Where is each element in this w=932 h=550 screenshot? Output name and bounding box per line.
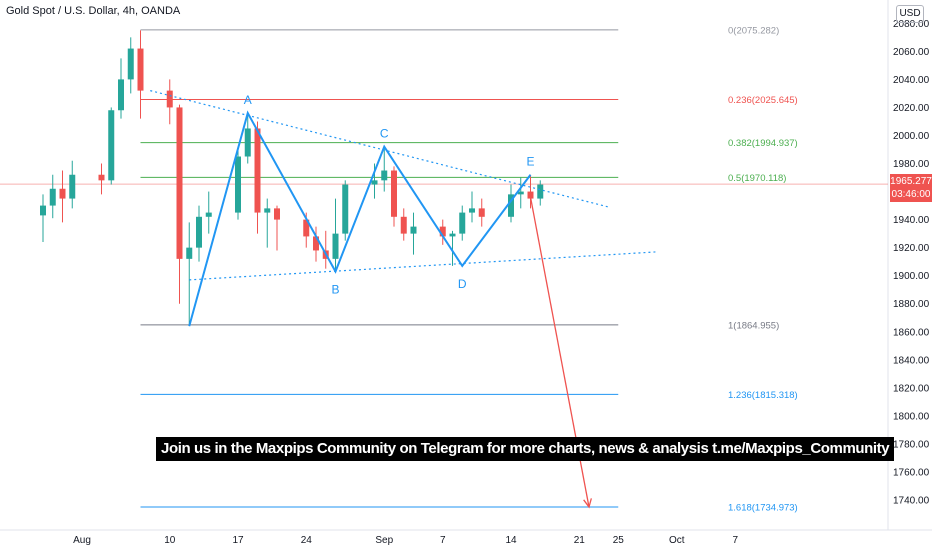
candle-body bbox=[137, 48, 144, 91]
wave-path bbox=[188, 110, 532, 327]
price-tick-label: 2020.00 bbox=[893, 103, 930, 114]
candle-body bbox=[391, 170, 397, 217]
candle-body bbox=[108, 110, 115, 181]
symbol-title: Gold Spot / U.S. Dollar, 4h, OANDA bbox=[6, 5, 181, 17]
candle-body bbox=[517, 191, 524, 195]
wave-point-label: E bbox=[526, 155, 534, 169]
fib-level-label: 1.618(1734.973) bbox=[728, 503, 798, 514]
abcde-wave-pattern[interactable]: A B C D E bbox=[188, 93, 535, 327]
candle-body bbox=[98, 174, 105, 181]
candle-body bbox=[381, 170, 388, 181]
wave-point-label: D bbox=[458, 277, 467, 291]
candle-body bbox=[186, 247, 193, 259]
price-tick-label: 2040.00 bbox=[893, 75, 930, 86]
price-tick-label: 1760.00 bbox=[893, 467, 930, 478]
price-tick-label: 1880.00 bbox=[893, 299, 930, 310]
price-axis[interactable]: 1740.00 1760.00 1780.00 1800.00 1820.00 1840.… bbox=[887, 0, 930, 530]
candle-body bbox=[508, 194, 514, 217]
candle-body bbox=[118, 79, 124, 111]
price-tick-label: 1820.00 bbox=[893, 383, 930, 394]
currency-badge[interactable]: USD bbox=[896, 5, 924, 23]
price-tick-label: 1780.00 bbox=[893, 439, 930, 450]
trendline bbox=[150, 90, 609, 208]
candle-body bbox=[244, 128, 251, 157]
candle-body bbox=[264, 208, 271, 213]
fib-level-label: 1.236(1815.318) bbox=[728, 390, 798, 401]
fibonacci-retracement[interactable]: 0(2075.282) 0.236(2025.645) 0.382(1994.937… bbox=[140, 25, 798, 514]
time-tick-label: 25 bbox=[613, 535, 625, 546]
candle-body bbox=[235, 156, 241, 213]
fib-level-label: 0.382(1994.937) bbox=[728, 138, 798, 149]
triangle-trendlines[interactable] bbox=[150, 90, 658, 281]
time-tick-label: Oct bbox=[669, 535, 685, 546]
candle-body bbox=[527, 191, 534, 199]
candle-body bbox=[371, 180, 378, 185]
time-tick-label: 7 bbox=[440, 535, 446, 546]
candle-body bbox=[274, 208, 280, 220]
time-tick-label: 24 bbox=[301, 535, 313, 546]
candle-body bbox=[40, 205, 46, 216]
time-axis[interactable]: Aug 10 17 24 Sep 7 14 21 25 Oct 7 bbox=[0, 529, 932, 546]
fib-level-label: 0(2075.282) bbox=[728, 25, 779, 36]
time-tick-label: Sep bbox=[375, 535, 393, 546]
bar-countdown: 03:46:00 bbox=[891, 189, 931, 200]
fib-level-label: 0.5(1970.118) bbox=[728, 173, 786, 184]
price-tick-label: 1740.00 bbox=[893, 496, 930, 507]
projection-arrowhead bbox=[583, 498, 592, 509]
wave-point-label: C bbox=[380, 127, 389, 141]
candle-body bbox=[469, 208, 475, 213]
candle-body bbox=[196, 216, 202, 248]
price-tick-label: 1920.00 bbox=[893, 243, 930, 254]
time-tick-label: 14 bbox=[505, 535, 517, 546]
time-tick-label: 10 bbox=[164, 535, 176, 546]
trendline bbox=[189, 251, 658, 281]
candle-body bbox=[254, 128, 261, 213]
candle-body bbox=[166, 90, 173, 108]
candle-body bbox=[400, 216, 407, 234]
wave-point-label: B bbox=[331, 282, 339, 296]
fib-level-label: 1(1864.955) bbox=[728, 320, 779, 331]
price-tick-label: 2080.00 bbox=[893, 19, 930, 30]
candle-body bbox=[313, 236, 319, 251]
candle-body bbox=[127, 48, 134, 80]
candle-body bbox=[478, 208, 485, 217]
candle-body bbox=[176, 107, 183, 259]
last-price-value: 1965.277 bbox=[890, 176, 932, 187]
candle-body bbox=[537, 184, 544, 199]
price-tick-label: 2000.00 bbox=[893, 131, 930, 142]
wave-point-label: A bbox=[244, 93, 252, 107]
candle-body bbox=[69, 174, 76, 199]
time-tick-label: 21 bbox=[574, 535, 586, 546]
price-tick-label: 1860.00 bbox=[893, 327, 930, 338]
price-tick-label: 1940.00 bbox=[893, 215, 930, 226]
candle-body bbox=[303, 219, 310, 237]
candle-body bbox=[332, 233, 339, 259]
time-tick-label: 7 bbox=[732, 535, 738, 546]
time-tick-label: 17 bbox=[232, 535, 244, 546]
price-tick-label: 1900.00 bbox=[893, 271, 930, 282]
price-tick-label: 1800.00 bbox=[893, 411, 930, 422]
price-tick-label: 1840.00 bbox=[893, 355, 930, 366]
candle-body bbox=[449, 233, 456, 237]
candle-body bbox=[59, 188, 66, 199]
time-tick-label: Aug bbox=[73, 535, 91, 546]
candle-body bbox=[49, 188, 56, 206]
candle-body bbox=[439, 226, 446, 237]
candle-body bbox=[342, 184, 349, 234]
last-price-tag: 1965.277 03:46:00 bbox=[890, 174, 932, 202]
price-tick-label: 2060.00 bbox=[893, 47, 930, 58]
fib-level-label: 0.236(2025.645) bbox=[728, 95, 798, 106]
price-tick-label: 1980.00 bbox=[893, 159, 930, 170]
candlestick-series bbox=[40, 30, 544, 327]
telegram-banner: Join us in the Maxpips Community on Tele… bbox=[156, 437, 895, 461]
candle-body bbox=[410, 226, 417, 234]
candle-body bbox=[459, 212, 466, 234]
candle-body bbox=[205, 212, 212, 217]
